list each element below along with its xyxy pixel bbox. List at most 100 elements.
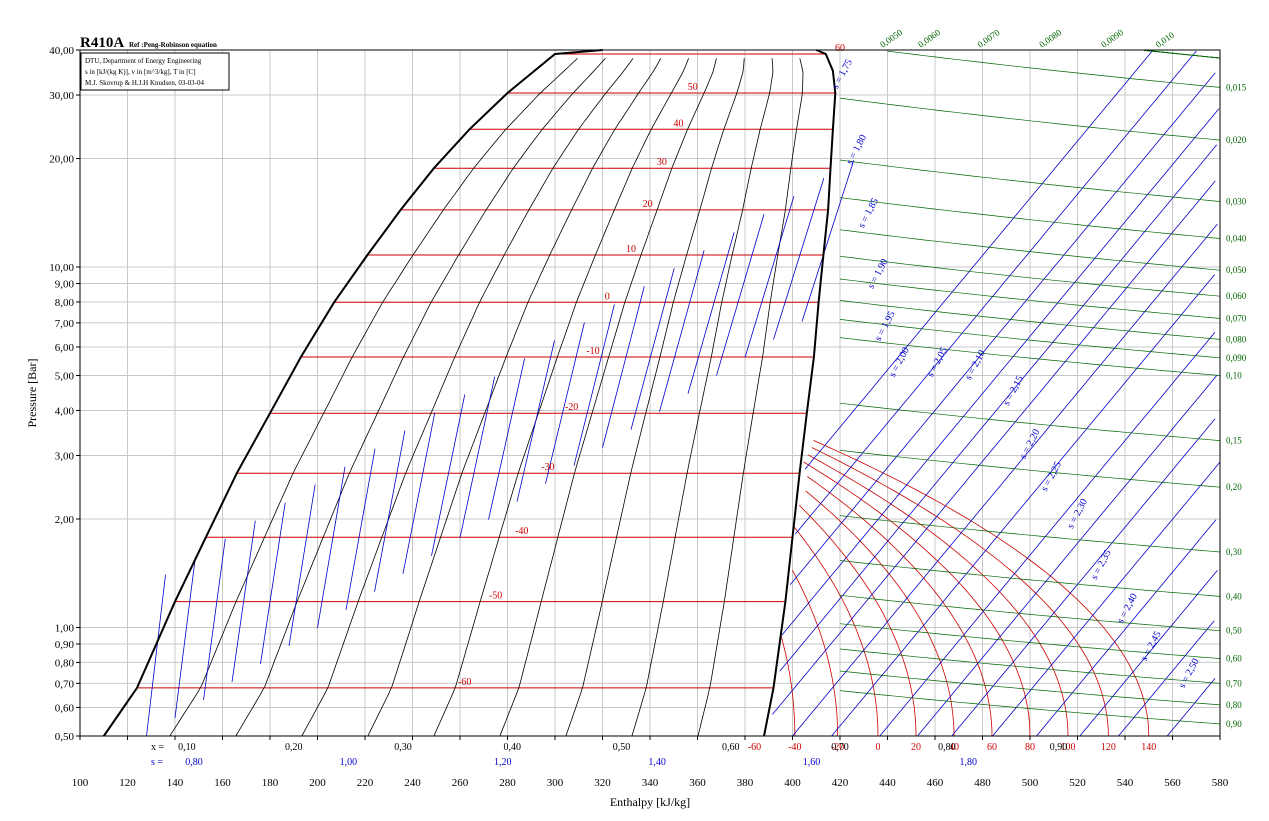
volume-line bbox=[839, 449, 1221, 488]
x-tick-label: 260 bbox=[452, 777, 469, 789]
quality-line bbox=[367, 58, 662, 737]
vapor-entropy-line bbox=[794, 50, 1197, 535]
quality-line bbox=[499, 58, 717, 737]
vapor-entropy-line bbox=[1118, 620, 1215, 737]
saturated-vapor-line bbox=[763, 49, 837, 737]
y-tick-label: 6,00 bbox=[55, 342, 75, 354]
x-tick-label: 420 bbox=[832, 777, 849, 789]
y-tick-label: 8,00 bbox=[55, 297, 75, 309]
vapor-entropy-line bbox=[917, 375, 1218, 737]
info-box: DTU, Department of Energy Engineering s … bbox=[80, 52, 230, 91]
vapor-entropy-line bbox=[789, 72, 1216, 585]
vapor-entropy-line bbox=[779, 144, 1218, 672]
vapor-isotherm-label: 0 bbox=[876, 742, 881, 753]
vapor-isotherm-line bbox=[792, 570, 838, 737]
volume-label: 0,90 bbox=[1226, 719, 1242, 729]
vapor-entropy-line bbox=[951, 418, 1216, 737]
isotherm-label: 20 bbox=[643, 199, 653, 210]
x-axis-label: Enthalpy [kJ/kg] bbox=[610, 795, 690, 809]
info-line-1: DTU, Department of Energy Engineering bbox=[85, 57, 202, 65]
volume-label: 0,020 bbox=[1226, 135, 1247, 145]
volume-line bbox=[839, 594, 1221, 632]
volume-line bbox=[839, 690, 1221, 725]
vapor-isotherm-line bbox=[807, 454, 1069, 737]
volume-label: 0,090 bbox=[1226, 353, 1247, 363]
y-tick-label: 30,00 bbox=[49, 90, 74, 102]
quality-label: 0,80 bbox=[938, 742, 956, 753]
volume-label: 0,070 bbox=[1226, 313, 1247, 323]
vapor-isotherm-line bbox=[811, 447, 1109, 737]
volume-line bbox=[839, 623, 1221, 659]
liquid-entropy-label: 1,00 bbox=[340, 757, 358, 768]
entropy-prefix: s = bbox=[151, 757, 163, 768]
x-tick-label: 320 bbox=[594, 777, 611, 789]
liquid-entropy-label: 1,80 bbox=[960, 757, 978, 768]
entropy-line bbox=[801, 160, 855, 322]
vapor-entropy-line bbox=[804, 50, 1153, 470]
volume-label: 0,50 bbox=[1226, 626, 1242, 636]
vapor-isotherm-label: -20 bbox=[831, 742, 844, 753]
volume-label: 0,030 bbox=[1226, 196, 1247, 206]
vapor-isotherm-label: -60 bbox=[748, 742, 761, 753]
y-tick-label: 0,50 bbox=[55, 731, 75, 743]
vapor-entropy-line bbox=[879, 332, 1216, 737]
x-tick-label: 480 bbox=[974, 777, 991, 789]
y-tick-label: 4,00 bbox=[55, 405, 75, 417]
volume-line bbox=[1143, 50, 1221, 59]
vapor-isotherm-label: -40 bbox=[788, 742, 801, 753]
volume-label: 0,70 bbox=[1226, 678, 1242, 688]
vapor-isotherm-label: 100 bbox=[1061, 742, 1076, 753]
quality-line bbox=[235, 58, 606, 737]
x-tick-label: 540 bbox=[1117, 777, 1134, 789]
volume-line bbox=[839, 278, 1221, 319]
volume-label: 0,080 bbox=[1226, 334, 1247, 344]
quality-line bbox=[301, 58, 634, 737]
vapor-isotherm-line bbox=[813, 440, 1150, 737]
volume-line bbox=[839, 670, 1221, 706]
x-tick-label: 220 bbox=[357, 777, 374, 789]
y-axis-label: Pressure [Bar] bbox=[25, 359, 39, 428]
volume-line bbox=[839, 515, 1221, 553]
volume-line bbox=[839, 97, 1221, 141]
volume-line bbox=[839, 337, 1221, 376]
volume-label: 0,040 bbox=[1226, 233, 1247, 243]
entropy-line bbox=[687, 232, 735, 394]
vapor-isotherm-label: 60 bbox=[987, 742, 997, 753]
y-tick-label: 9,00 bbox=[55, 279, 75, 291]
quality-line bbox=[565, 58, 745, 737]
entropy-line bbox=[459, 376, 496, 538]
volume-label: 0,60 bbox=[1226, 654, 1242, 664]
entropy-line bbox=[146, 574, 166, 737]
volume-line bbox=[839, 159, 1221, 202]
volume-line bbox=[839, 560, 1221, 597]
entropy-line bbox=[174, 556, 196, 719]
entropy-line bbox=[773, 178, 825, 340]
x-tick-label: 100 bbox=[72, 777, 89, 789]
entropy-line bbox=[431, 394, 466, 556]
x-tick-label: 380 bbox=[737, 777, 754, 789]
y-tick-label: 0,60 bbox=[55, 702, 75, 714]
y-tick-label: 1,00 bbox=[55, 622, 75, 634]
x-tick-label: 120 bbox=[119, 777, 136, 789]
x-tick-label: 580 bbox=[1212, 777, 1229, 789]
info-line-2: s in [kJ/(kg K)], v in [m^3/kg], T in [C… bbox=[85, 68, 196, 76]
x-tick-label: 160 bbox=[214, 777, 231, 789]
liquid-entropy-label: 1,40 bbox=[648, 757, 666, 768]
quality-label: 0,70 bbox=[831, 742, 849, 753]
y-tick-label: 10,00 bbox=[49, 262, 74, 274]
isotherm-label: 40 bbox=[674, 118, 684, 129]
entropy-line bbox=[744, 196, 795, 358]
isotherm-label: 50 bbox=[688, 82, 698, 93]
volume-line bbox=[839, 229, 1221, 271]
x-tick-label: 460 bbox=[927, 777, 944, 789]
vapor-isotherm-line bbox=[803, 461, 1031, 737]
quality-line bbox=[433, 58, 689, 737]
x-tick-label: 300 bbox=[547, 777, 564, 789]
liquid-entropy-label: 1,20 bbox=[494, 757, 512, 768]
x-tick-label: 500 bbox=[1022, 777, 1039, 789]
x-tick-label: 180 bbox=[262, 777, 279, 789]
volume-line bbox=[839, 648, 1221, 684]
isotherm-label: -30 bbox=[541, 462, 554, 473]
vapor-isotherm-line bbox=[780, 634, 796, 737]
